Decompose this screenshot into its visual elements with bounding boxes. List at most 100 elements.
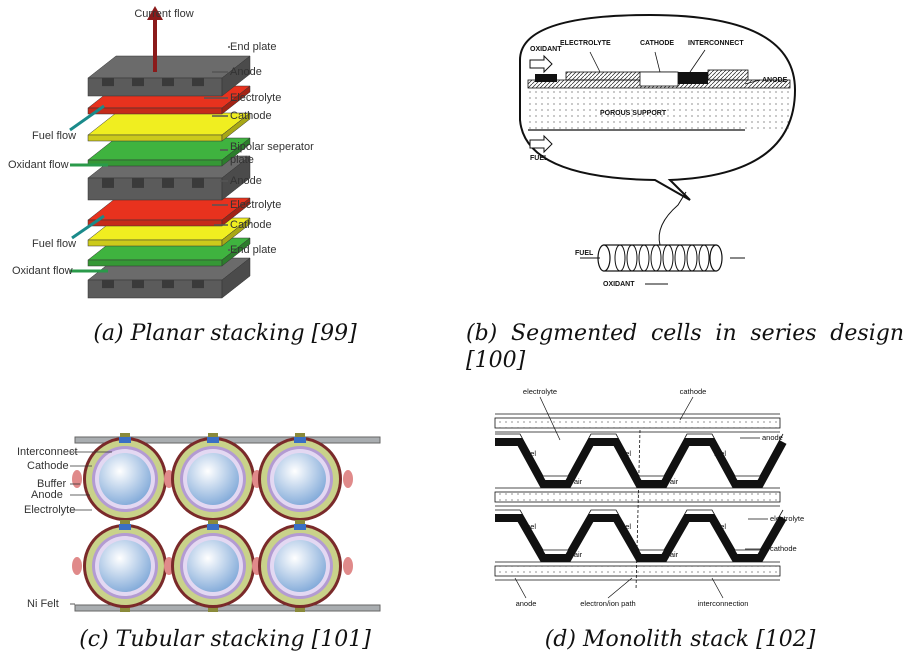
label: Anode — [230, 175, 262, 187]
label: Electrolyte — [230, 199, 281, 211]
label: interconnection — [698, 599, 749, 608]
label: anode — [516, 599, 537, 608]
leader — [515, 578, 526, 598]
label: fuel — [714, 449, 726, 458]
cathode-layer — [640, 72, 678, 86]
channel — [102, 178, 114, 188]
label: plate — [230, 154, 254, 166]
label: Cathode — [230, 110, 272, 122]
label: air — [670, 477, 679, 486]
plate-front — [88, 240, 222, 246]
buffer — [343, 557, 353, 575]
label: Interconnect — [17, 446, 78, 458]
plate-front — [88, 108, 222, 114]
label: electron/ion path — [580, 599, 635, 608]
interconnect — [119, 437, 131, 443]
label: End plate — [230, 244, 276, 256]
label: FUEL — [575, 250, 594, 257]
cell — [535, 74, 557, 82]
label: Anode — [230, 66, 262, 78]
band — [495, 492, 780, 502]
label: electrolyte — [523, 387, 557, 396]
label: INTERCONNECT — [688, 40, 744, 47]
interconnect — [207, 524, 219, 530]
caption: (b) Segmented cells in series design [10… — [466, 320, 904, 374]
label: OXIDANT — [603, 281, 635, 288]
label: Anode — [31, 489, 63, 501]
channel — [162, 178, 174, 188]
plate-top — [88, 198, 250, 220]
plate-front — [88, 260, 222, 266]
label: Bipolar seperator — [230, 141, 314, 153]
figure: Current flow End plate Anode Electrolyte Cat… — [0, 0, 904, 666]
interconnect — [294, 524, 306, 530]
cell-bore — [99, 453, 151, 505]
interconnect — [119, 524, 131, 530]
buffer — [343, 470, 353, 488]
leader — [680, 397, 693, 420]
label: End plate — [230, 41, 276, 53]
label: cathode — [770, 544, 797, 553]
plate-front — [88, 135, 222, 141]
interconnect — [294, 437, 306, 443]
label: Electrolyte — [230, 92, 281, 104]
channel — [102, 78, 114, 86]
label: CATHODE — [640, 40, 674, 47]
label: air — [670, 550, 679, 559]
leader — [590, 52, 600, 72]
plate-front — [88, 160, 222, 166]
channel — [132, 78, 144, 86]
band — [495, 566, 780, 576]
label: Cathode — [27, 460, 69, 472]
cell — [708, 70, 748, 80]
channel — [102, 280, 114, 288]
leader — [690, 50, 705, 72]
label: OXIDANT — [530, 46, 562, 53]
channel — [132, 178, 144, 188]
interconnect — [207, 437, 219, 443]
label: cathode — [680, 387, 707, 396]
label: Oxidant flow — [8, 159, 69, 171]
label: ELECTROLYTE — [560, 40, 611, 47]
band — [495, 418, 780, 428]
label: Oxidant flow — [12, 265, 73, 277]
cell-bore — [274, 540, 326, 592]
oxidant-arrow — [530, 56, 552, 72]
cell-bore — [187, 540, 239, 592]
label: ANODE — [762, 77, 788, 84]
channel — [192, 78, 204, 86]
label: anode — [762, 433, 783, 442]
callout-arrow — [659, 192, 686, 245]
leader — [655, 52, 660, 72]
label: Cathode — [230, 219, 272, 231]
electrolyte-zigzag — [495, 518, 783, 558]
caption: (d) Monolith stack [102] — [460, 626, 900, 653]
interconnect-layer — [678, 72, 708, 84]
tube-end — [710, 245, 722, 271]
label: fuel — [714, 522, 726, 531]
caption: (c) Tubular stacking [101] — [0, 626, 450, 653]
plate-top — [88, 138, 250, 160]
label: fuel — [619, 522, 631, 531]
label: air — [574, 477, 583, 486]
channel — [132, 280, 144, 288]
caption: (a) Planar stacking [99] — [0, 320, 450, 347]
label: fuel — [524, 522, 536, 531]
channel — [162, 78, 174, 86]
channel — [192, 178, 204, 188]
cell-bore — [99, 540, 151, 592]
channel — [162, 280, 174, 288]
cell-bore — [187, 453, 239, 505]
label: air — [574, 550, 583, 559]
label: FUEL — [530, 155, 549, 162]
plate-front — [88, 220, 222, 226]
label: fuel — [524, 449, 536, 458]
buffer — [72, 470, 82, 488]
label: Current flow — [134, 8, 193, 20]
label: Ni Felt — [27, 598, 59, 610]
label: POROUS SUPPORT — [600, 110, 667, 117]
plate-top — [88, 56, 250, 78]
buffer — [72, 557, 82, 575]
label: electrolyte — [770, 514, 804, 523]
label: fuel — [619, 449, 631, 458]
